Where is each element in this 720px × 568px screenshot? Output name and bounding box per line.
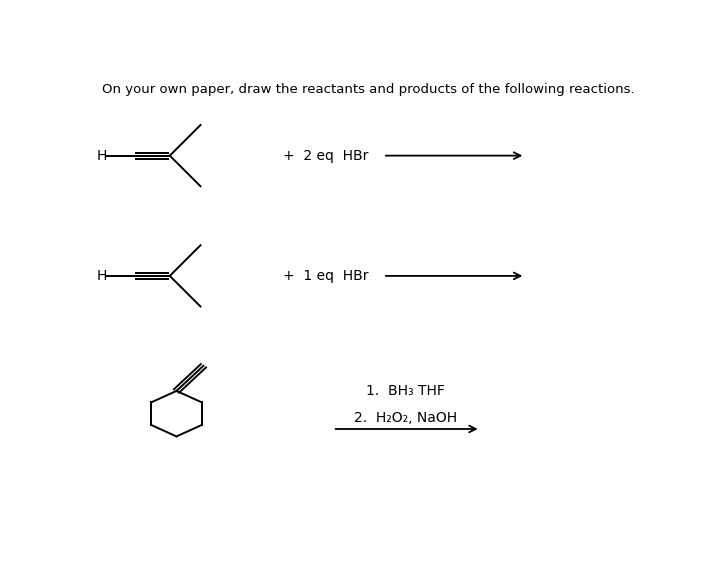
Text: H: H	[96, 149, 107, 162]
Text: H: H	[96, 269, 107, 283]
Text: +  2 eq  HBr: + 2 eq HBr	[282, 149, 368, 162]
Text: On your own paper, draw the reactants and products of the following reactions.: On your own paper, draw the reactants an…	[102, 83, 635, 97]
Text: 1.  BH₃ THF: 1. BH₃ THF	[366, 385, 445, 398]
Text: 2.  H₂O₂, NaOH: 2. H₂O₂, NaOH	[354, 411, 456, 425]
Text: +  1 eq  HBr: + 1 eq HBr	[282, 269, 368, 283]
